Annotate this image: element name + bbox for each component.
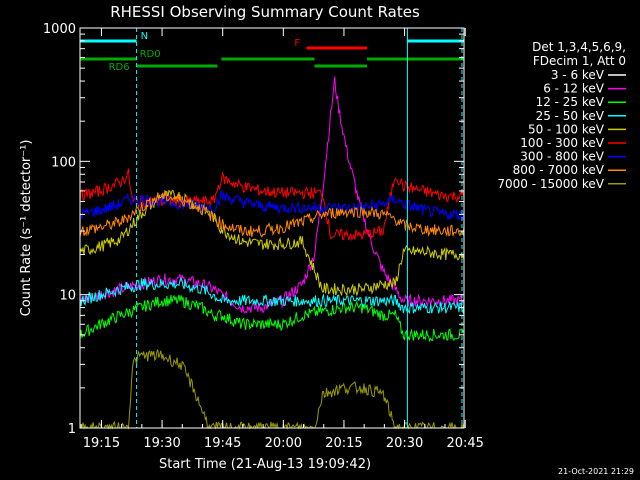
- y-tick-label-0: 1: [68, 422, 76, 437]
- series-line-0: [79, 126, 465, 390]
- legend: Det 1,3,4,5,6,9, FDecim 1, Att 0 3 - 6 k…: [497, 40, 626, 191]
- series-line-1: [79, 76, 465, 314]
- legend-label-8: 7000 - 15000 keV: [497, 177, 604, 191]
- series-line-8: [80, 349, 465, 430]
- x-tick-label-5: 20:30: [386, 436, 423, 451]
- timestamp: 21-Oct-2021 21:29: [558, 467, 634, 476]
- legend-label-4: 50 - 100 keV: [528, 122, 605, 136]
- x-tick-label-1: 19:30: [143, 436, 180, 451]
- y-tick-label-3: 1000: [43, 22, 76, 37]
- series-line-7: [79, 189, 465, 238]
- legend-header-line-2: FDecim 1, Att 0: [533, 54, 626, 68]
- x-tick-label-6: 20:45: [446, 436, 483, 451]
- series-line-6: [79, 188, 465, 221]
- legend-label-0: 3 - 6 keV: [551, 68, 605, 82]
- series-line-4: [79, 189, 465, 297]
- series-curves: [79, 76, 465, 430]
- legend-label-3: 25 - 50 keV: [536, 109, 605, 123]
- flag-label-rd6: RD6: [109, 62, 130, 73]
- legend-label-7: 800 - 7000 keV: [513, 163, 605, 177]
- x-tick-label-3: 20:00: [265, 436, 302, 451]
- flag-label-f: F: [294, 38, 300, 49]
- chart-title: RHESSI Observing Summary Count Rates: [110, 3, 420, 21]
- legend-label-1: 6 - 12 keV: [543, 82, 605, 96]
- x-axis-label: Start Time (21-Aug-13 19:09:42): [159, 457, 371, 472]
- y-axis-label: Count Rate (s⁻¹ detector⁻¹): [19, 140, 34, 317]
- x-tick-label-2: 19:45: [204, 436, 241, 451]
- legend-label-6: 300 - 800 keV: [520, 150, 604, 164]
- x-tick-label-0: 19:15: [83, 436, 120, 451]
- flag-label-rd0: RD0: [140, 49, 161, 60]
- series-line-5: [79, 168, 465, 242]
- legend-header-line-1: Det 1,3,4,5,6,9,: [532, 40, 626, 54]
- plot-frame: [79, 27, 465, 429]
- y-tick-label-1: 10: [59, 289, 76, 304]
- flag-bars: N F RD0 RD6: [80, 31, 464, 73]
- flag-label-n: N: [141, 31, 148, 42]
- series-line-3: [79, 277, 465, 315]
- axes: 19:15 19:30 19:45 20:00 20:15 20:30 20:45 1 10 10…: [43, 22, 484, 451]
- legend-label-5: 100 - 300 keV: [520, 136, 604, 150]
- legend-label-2: 12 - 25 keV: [536, 95, 605, 109]
- x-tick-label-4: 20:15: [325, 436, 362, 451]
- series-line-2: [79, 294, 465, 343]
- y-tick-label-2: 100: [51, 155, 76, 170]
